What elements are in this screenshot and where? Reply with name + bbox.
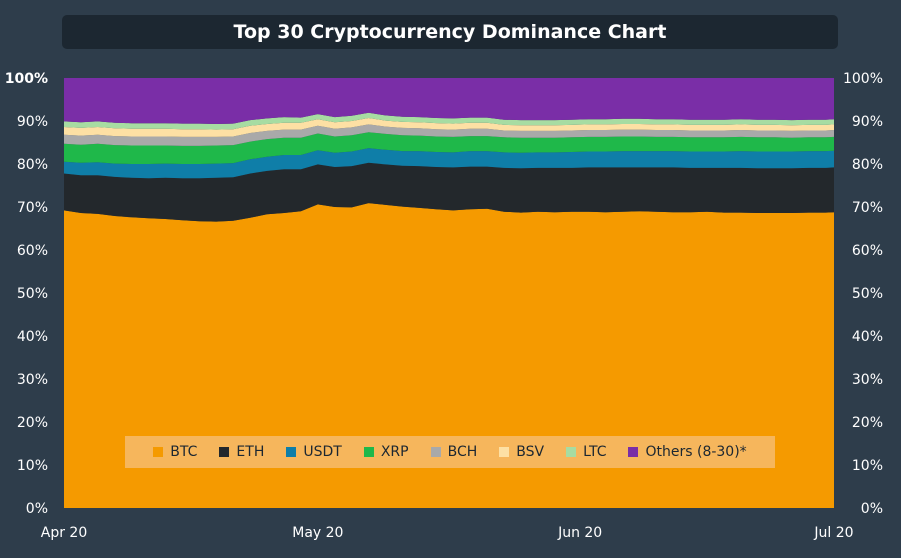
y-tick-left: 70%: [17, 200, 48, 216]
y-tick-right: 0%: [861, 501, 883, 517]
area-others-8-30: [64, 78, 834, 124]
x-tick: May 20: [292, 525, 343, 541]
area-bsv: [64, 118, 834, 137]
y-tick-right: 30%: [852, 372, 883, 388]
legend-swatch: [219, 447, 230, 457]
legend-item: XRP: [363, 444, 409, 460]
x-axis: Apr 20 May 20 Jun 20 Jul 20: [41, 525, 854, 541]
legend-item: Others (8-30)*: [628, 444, 747, 460]
legend-swatch: [363, 447, 374, 457]
legend-swatch: [286, 447, 297, 457]
area-usdt: [64, 148, 834, 179]
legend-item: ETH: [219, 444, 264, 460]
legend: BTC ETH USDT XRP BCH BSV LTC Others (8-30)*: [125, 436, 775, 468]
legend-label: LTC: [583, 444, 607, 460]
y-tick-left: 10%: [17, 458, 48, 474]
y-axis-right: 0% 10% 20% 30% 40% 50% 60% 70% 80% 90% 100%: [843, 71, 883, 517]
y-tick-right: 100%: [843, 71, 883, 87]
y-tick-left: 100%: [5, 71, 48, 87]
legend-label: BTC: [170, 444, 198, 460]
legend-item: BCH: [430, 444, 478, 460]
legend-label: USDT: [303, 444, 342, 460]
y-tick-right: 40%: [852, 329, 883, 345]
y-tick-left: 30%: [17, 372, 48, 388]
legend-swatch: [628, 447, 639, 457]
area-bch: [64, 124, 834, 146]
legend-label: BSV: [516, 444, 545, 460]
area-series-group: [64, 78, 834, 508]
x-tick: Jul 20: [813, 525, 853, 541]
legend-label: BCH: [447, 444, 478, 460]
legend-label: XRP: [380, 444, 409, 460]
y-tick-right: 50%: [852, 286, 883, 302]
y-tick-right: 60%: [852, 243, 883, 259]
y-tick-left: 50%: [17, 286, 48, 302]
legend-swatch: [499, 447, 510, 457]
legend-item: BSV: [499, 444, 544, 460]
legend-item: BTC: [153, 444, 197, 460]
y-tick-right: 70%: [852, 200, 883, 216]
x-tick: Jun 20: [557, 525, 602, 541]
legend-label: Others (8-30)*: [645, 444, 747, 460]
area-ltc: [64, 112, 834, 130]
y-tick-right: 90%: [852, 114, 883, 130]
y-axis-left: 0% 10% 20% 30% 40% 50% 60% 70% 80% 90% 100%: [5, 71, 48, 517]
y-tick-left: 0%: [26, 501, 48, 517]
chart-title: Top 30 Cryptocurrency Dominance Chart: [62, 15, 838, 49]
legend-label: ETH: [236, 444, 265, 460]
area-btc: [64, 203, 834, 508]
area-eth: [64, 162, 834, 222]
legend-swatch: [153, 447, 164, 457]
x-tick: Apr 20: [41, 525, 87, 541]
legend-item: LTC: [566, 444, 606, 460]
y-tick-left: 40%: [17, 329, 48, 345]
y-tick-left: 20%: [17, 415, 48, 431]
legend-swatch: [566, 447, 577, 457]
y-tick-left: 80%: [17, 157, 48, 173]
y-tick-left: 60%: [17, 243, 48, 259]
y-tick-right: 20%: [852, 415, 883, 431]
y-tick-left: 90%: [17, 114, 48, 130]
legend-swatch: [430, 447, 441, 457]
y-tick-right: 10%: [852, 458, 883, 474]
area-xrp: [64, 132, 834, 164]
legend-item: USDT: [286, 444, 342, 460]
y-tick-right: 80%: [852, 157, 883, 173]
